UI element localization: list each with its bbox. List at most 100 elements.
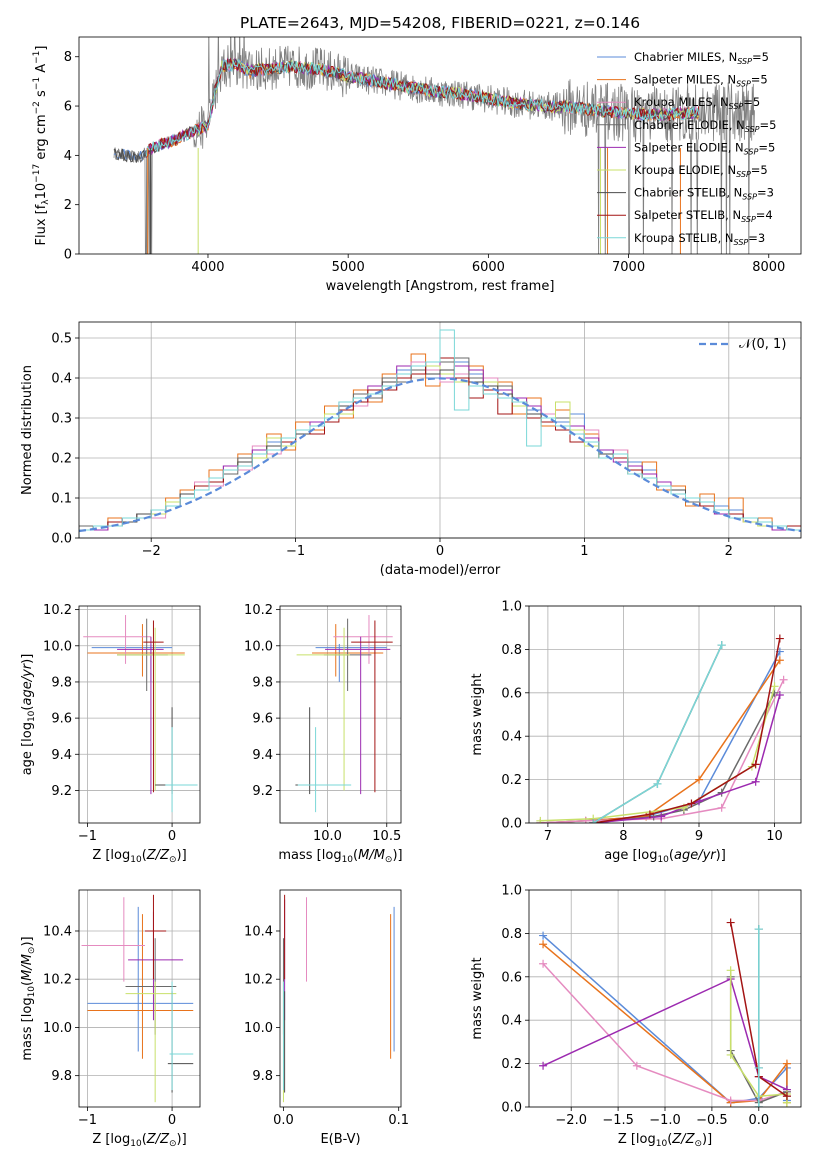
weight_vs_age-xlabel: age [log10(age/yr)] [604,848,726,865]
y-tick-label: 0.2 [501,773,522,788]
weight_vs_z-frame [528,889,802,1108]
y-tick-label: 0 [64,248,72,263]
residuals-frame [78,321,802,539]
y-tick-label: 4 [64,149,72,164]
data-point-marker [779,675,788,684]
data-point-marker [754,925,763,934]
y-tick-label: 0.5 [51,332,72,347]
data-point-marker [754,1063,763,1072]
x-tick-label: 2 [725,544,733,559]
x-tick-label: −0.5 [696,1113,728,1128]
legend-label: Chabrier ELODIE, NSSP=5 [634,118,776,134]
y-tick-label: 0.4 [501,730,522,745]
data-point-marker [536,816,545,823]
data-point-marker [726,918,735,927]
x-tick-label: 7000 [612,260,645,275]
y-tick-label: 9.8 [51,1069,72,1084]
data-point-marker [539,1061,548,1070]
data-point-marker [632,1061,641,1070]
age_vs_z-plot-area [83,615,198,813]
y-tick-label: 0.1 [51,492,72,507]
spectrum-legend: Chabrier MILES, NSSP=5 Salpeter MILES, NS… [597,50,776,247]
x-tick-label: 9 [695,829,703,844]
y-tick-label: 0.4 [501,1014,522,1029]
legend-label: Salpeter ELODIE, NSSP=5 [634,140,775,156]
data-point-marker [695,775,703,784]
y-tick-label: 0.0 [51,532,72,547]
weight_vs_z-plot-area [539,918,791,1107]
x-tick-label: 7 [544,829,552,844]
y-tick-label: 6 [64,100,72,115]
y-tick-label: 0.2 [501,1057,522,1072]
y-tick-label: 9.6 [51,712,72,727]
data-point-marker [775,634,784,643]
data-point-marker [589,819,598,823]
series-line [593,694,781,823]
legend-label: Chabrier STELIB, NSSP=3 [634,186,774,202]
age_vs_mass-axes: 10.0 10.5 9.2 9.4 9.6 9.8 10.0 10.2 [244,603,401,844]
gaussian-curve [79,377,801,533]
y-tick-label: 0.6 [501,970,522,985]
x-tick-label: 8000 [752,260,785,275]
y-tick-label: 9.4 [252,748,273,763]
legend-label: Kroupa STELIB, NSSP=3 [634,231,765,247]
y-tick-label: 10.0 [244,639,273,654]
x-tick-label: 8 [619,829,627,844]
mass_vs_z-frame [78,889,201,1108]
x-tick-label: 10.0 [313,829,342,844]
legend-label: Kroupa ELODIE, NSSP=5 [634,163,768,179]
weight_vs_z-ylabel: mass weight [470,957,485,1039]
model-spectrum-line [145,57,700,158]
y-tick-label: 10.0 [244,1021,273,1036]
x-tick-label: 6000 [472,260,505,275]
y-tick-label: 9.2 [51,784,72,799]
series-line [540,679,785,823]
data-point-marker [657,812,666,821]
legend-label: 𝒩(0, 1) [739,337,786,352]
series-line [540,686,776,822]
series-line [540,651,781,823]
y-tick-label: 0.8 [501,927,522,942]
age_vs_mass-xlabel: mass [log10(M/M⊙)] [278,848,402,865]
data-point-marker [726,1096,735,1105]
data-point-marker [775,656,784,665]
x-tick-label: −1.5 [602,1113,634,1128]
y-tick-label: 0.8 [501,643,522,658]
spectrum-plot-area [113,37,755,254]
spectrum-xlabel: wavelength [Angstrom, rest frame] [326,279,555,294]
y-tick-label: 8 [64,50,72,65]
data-point-marker [539,931,548,940]
y-tick-label: 0.4 [51,372,72,387]
age_vs_mass-frame [279,605,402,824]
y-tick-label: 0.6 [501,686,522,701]
mass_vs_z-axes: −1 0 9.8 10.0 10.2 10.4 [43,890,200,1128]
data-point-marker [751,760,760,769]
y-tick-label: 10.2 [43,603,72,618]
residuals-xlabel: (data-model)/error [380,563,501,578]
data-point-marker [726,966,735,975]
weight_vs_age-plot-area [536,634,788,823]
legend-label: Kroupa MILES, NSSP=5 [634,95,760,111]
spectrum-ylabel: Flux [fλ10−17 erg cm−2 s−1 A−1] [32,46,51,246]
x-tick-label: 1 [580,544,588,559]
y-tick-label: 10.2 [43,973,72,988]
age_vs_mass-plot-area [295,615,393,813]
mass_vs_z-ylabel: mass [log10(M/M⊙)] [20,936,37,1060]
weight_vs_z-xlabel: Z [log10(Z/Z⊙)] [618,1132,712,1149]
data-point-marker [782,1059,791,1068]
y-tick-label: 10.2 [244,973,273,988]
data-point-marker [581,816,590,823]
age_vs_z-xlabel: Z [log10(Z/Z⊙)] [92,848,186,865]
data-point-marker [717,803,726,812]
data-point-marker [687,799,696,808]
x-tick-label: −1.0 [649,1113,681,1128]
x-tick-label: 5000 [332,260,365,275]
legend-label: Salpeter STELIB, NSSP=4 [634,208,773,224]
data-point-marker [539,940,548,949]
data-point-marker [645,810,654,819]
y-tick-label: 0.3 [51,412,72,427]
mass_vs_ebv-frame [279,889,402,1108]
x-tick-label: 0.0 [748,1113,769,1128]
y-tick-label: 9.4 [51,748,72,763]
x-tick-label: −1 [78,829,97,844]
